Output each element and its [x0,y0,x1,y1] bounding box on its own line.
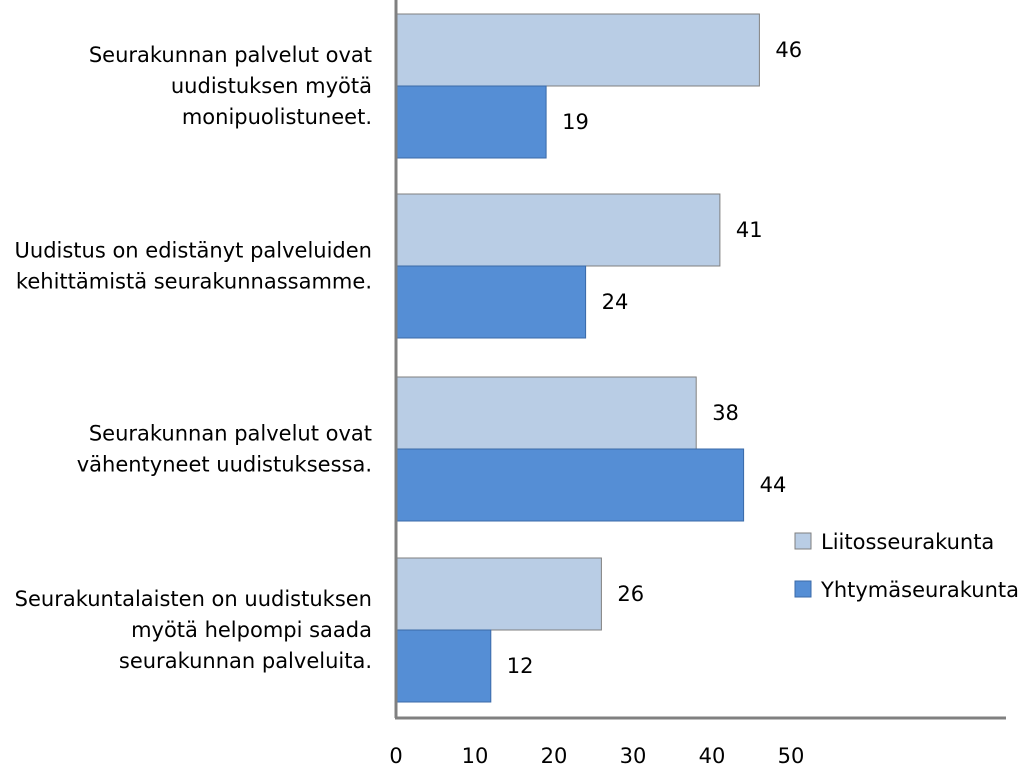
bar-liitos-2 [395,376,697,450]
legend: Liitosseurakunta Yhtymäseurakunta [794,530,1019,602]
x-tick-label-50: 50 [778,744,805,764]
x-tick-label-0: 0 [389,744,402,764]
category-label-2: Seurakunnan palvelut ovat vähentyneet uud… [77,422,372,477]
value-label-yhtyma-2: 44 [760,473,787,497]
bar-yhtyma-0 [395,85,547,159]
bars-group [395,13,760,703]
bar-yhtyma-2 [395,448,745,522]
value-label-liitos-3: 26 [617,582,644,606]
x-tick-labels-group: 0 10 20 30 40 50 [389,744,804,764]
axes-group [394,0,1006,720]
value-label-yhtyma-3: 12 [507,654,534,678]
value-label-liitos-2: 38 [712,401,739,425]
legend-label-liitos: Liitosseurakunta [821,530,994,554]
value-label-liitos-0: 46 [775,38,802,62]
value-label-yhtyma-1: 24 [602,290,629,314]
x-tick-label-30: 30 [620,744,647,764]
category-labels-group: Seurakunnan palvelut ovat uudistuksen myö… [15,43,372,673]
value-label-yhtyma-0: 19 [562,110,589,134]
category-label-1: Uudistus on edistänyt palveluiden kehittä… [15,239,372,294]
bar-liitos-0 [395,13,760,87]
bar-yhtyma-3 [395,629,492,703]
x-tick-label-10: 10 [462,744,489,764]
value-labels-group: 46 19 41 24 38 44 26 12 [507,38,802,678]
x-tick-label-40: 40 [699,744,726,764]
category-label-3: Seurakuntalaisten on uudistuksen myötä he… [15,587,372,673]
bar-yhtyma-1 [395,265,587,339]
x-tick-label-20: 20 [541,744,568,764]
legend-swatch-yhtyma [794,580,812,598]
legend-label-yhtyma: Yhtymäseurakunta [820,578,1019,602]
category-label-0: Seurakunnan palvelut ovat uudistuksen myö… [89,43,372,129]
value-label-liitos-1: 41 [736,218,763,242]
legend-swatch-liitos [794,532,812,550]
bar-liitos-1 [395,193,721,267]
bar-liitos-3 [395,557,602,631]
